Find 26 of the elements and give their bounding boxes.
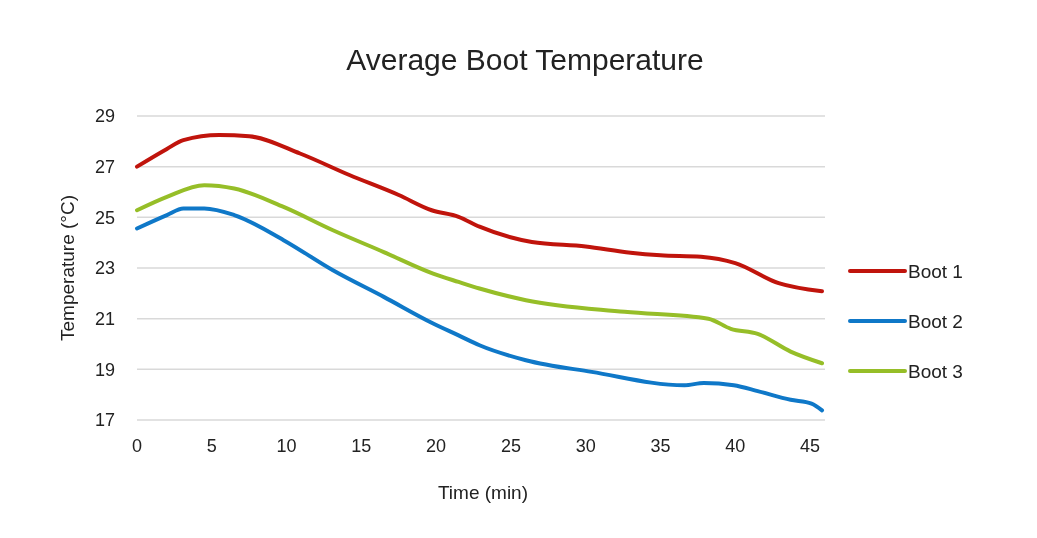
y-tick-label: 25: [94, 207, 115, 228]
y-axis-title: Temperature (°C): [57, 195, 78, 341]
x-axis-title: Time (min): [437, 482, 529, 503]
x-tick-label: 30: [575, 436, 596, 456]
legend-label: Boot 3: [908, 360, 963, 382]
chart-title: Average Boot Temperature: [346, 43, 704, 76]
x-tick-label: 35: [650, 436, 671, 456]
x-tick-label: 0: [131, 436, 143, 456]
x-tick-label: 15: [351, 436, 372, 456]
y-tick-label: 17: [94, 410, 115, 431]
y-tick-label: 23: [94, 258, 115, 279]
y-tick-label: 27: [94, 156, 115, 177]
line-series: [135, 133, 825, 294]
x-tick-label: 45: [800, 436, 821, 456]
line-series: [135, 183, 825, 366]
x-tick-label: 25: [500, 436, 521, 456]
x-tick-label: 10: [276, 436, 297, 456]
x-tick-label: 5: [206, 436, 217, 456]
y-tick-label: 19: [94, 359, 115, 380]
x-tick-label: 40: [725, 436, 746, 456]
y-tick-label: 29: [94, 106, 115, 127]
y-tick-label: 21: [94, 308, 115, 329]
x-tick-label: 20: [426, 436, 447, 456]
line-series: [135, 206, 825, 413]
legend-label: Boot 1: [908, 260, 963, 282]
legend-label: Boot 2: [908, 310, 963, 332]
